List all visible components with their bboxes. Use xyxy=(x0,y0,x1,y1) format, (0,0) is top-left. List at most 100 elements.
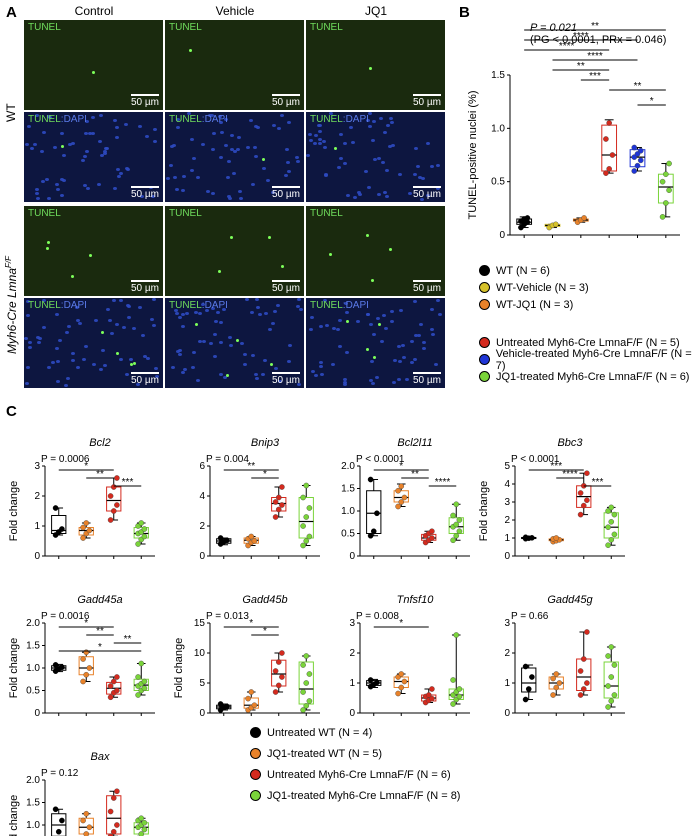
y-tick-label: 0.5 xyxy=(26,686,40,697)
y-tick-label: 2.0 xyxy=(26,618,40,629)
nucleus xyxy=(174,311,179,315)
nucleus xyxy=(71,142,76,146)
data-point xyxy=(395,487,401,494)
nucleus xyxy=(126,315,131,319)
y-tick-label: 0 xyxy=(504,708,510,719)
legend-swatch xyxy=(479,354,490,365)
row-label-wt: WT xyxy=(4,103,18,122)
nucleus xyxy=(346,193,351,197)
nucleus xyxy=(226,195,231,199)
data-point xyxy=(608,698,615,704)
p-value-label: P = 0.008 xyxy=(356,611,399,622)
nucleus xyxy=(368,125,373,129)
nucleus xyxy=(339,132,344,136)
scale-bar: 50 µm xyxy=(272,372,300,386)
nucleus xyxy=(377,193,382,197)
nucleus xyxy=(219,155,224,159)
data-point xyxy=(450,701,456,707)
scale-bar-label: 50 µm xyxy=(131,375,159,386)
significance-marker: * xyxy=(399,618,403,629)
gene-chart-gadd45a: Gadd45a P = 0.0016 0 0.5 1.0 1.5 2.0 Fold chang… xyxy=(8,594,155,719)
nucleus xyxy=(229,147,234,151)
nucleus xyxy=(405,378,410,382)
nucleus xyxy=(367,112,372,116)
column-header-vehicle: Vehicle xyxy=(215,4,255,18)
nucleus xyxy=(149,317,154,321)
nucleus xyxy=(40,180,45,184)
nucleus xyxy=(115,167,120,171)
data-point xyxy=(611,531,618,538)
nucleus xyxy=(166,177,171,181)
nucleus xyxy=(152,324,157,328)
scale-bar-line xyxy=(131,372,159,374)
nucleus xyxy=(382,190,387,194)
nucleus xyxy=(261,166,266,170)
nucleus xyxy=(59,132,64,136)
nucleus xyxy=(338,344,343,348)
data-point xyxy=(605,508,611,514)
nucleus xyxy=(296,305,301,309)
nucleus xyxy=(415,164,420,168)
nucleus xyxy=(429,308,434,312)
nucleus xyxy=(287,170,292,174)
nucleus xyxy=(425,141,430,145)
data-point xyxy=(584,680,590,686)
nucleus xyxy=(101,348,106,352)
nucleus xyxy=(112,118,117,122)
nucleus xyxy=(47,196,51,200)
nucleus xyxy=(42,299,47,303)
tunel-positive-nucleus xyxy=(267,235,271,239)
panel-b-legend-wt: WT (N = 6) WT-Vehicle (N = 3) WT-JQ1 (N … xyxy=(479,262,589,313)
dapi-label: :DAPI xyxy=(201,300,228,311)
nucleus xyxy=(34,191,39,195)
nucleus xyxy=(370,360,375,364)
nucleus xyxy=(274,366,279,370)
significance-marker: ** xyxy=(247,461,255,472)
data-point xyxy=(59,526,65,532)
nucleus xyxy=(357,193,362,197)
data-point xyxy=(637,157,644,164)
data-point xyxy=(608,504,615,511)
y-tick-label: 0 xyxy=(199,551,205,562)
tunel-positive-nucleus xyxy=(115,351,119,355)
nucleus xyxy=(91,132,96,136)
scale-bar-label: 50 µm xyxy=(413,189,441,200)
nucleus xyxy=(318,142,323,146)
data-point xyxy=(217,535,224,541)
data-point xyxy=(138,520,145,526)
micrograph-panel: TUNEL 50 µm xyxy=(306,20,445,110)
data-point xyxy=(552,221,559,228)
nucleus xyxy=(369,379,374,383)
nucleus xyxy=(119,357,124,361)
nucleus xyxy=(30,147,35,151)
nucleus xyxy=(373,157,378,161)
nucleus xyxy=(414,147,419,151)
nucleus xyxy=(345,311,350,315)
y-tick-label: 4 xyxy=(504,479,510,490)
data-point xyxy=(114,687,120,694)
nucleus xyxy=(178,316,183,320)
p-value-label: P < 0.0001 xyxy=(356,454,405,465)
nucleus xyxy=(256,126,261,130)
nucleus xyxy=(337,166,342,169)
nucleus xyxy=(210,307,215,310)
data-point xyxy=(608,536,615,543)
y-tick-label: 2 xyxy=(504,515,510,526)
nucleus xyxy=(105,146,110,150)
y-tick-label: 1.5 xyxy=(491,70,505,81)
data-point xyxy=(577,692,584,698)
micrograph-panel: TUNEL 50 µm xyxy=(24,20,163,110)
data-point xyxy=(251,538,258,544)
nucleus xyxy=(430,165,435,169)
scale-bar: 50 µm xyxy=(131,186,159,200)
nucleus xyxy=(409,340,414,344)
nucleus xyxy=(58,338,63,342)
box xyxy=(106,486,122,512)
nucleus xyxy=(137,306,142,310)
nucleus xyxy=(357,191,361,195)
nucleus xyxy=(56,379,61,383)
data-point xyxy=(611,662,618,668)
nucleus xyxy=(176,126,181,130)
nucleus xyxy=(324,323,329,327)
nucleus xyxy=(51,360,56,364)
